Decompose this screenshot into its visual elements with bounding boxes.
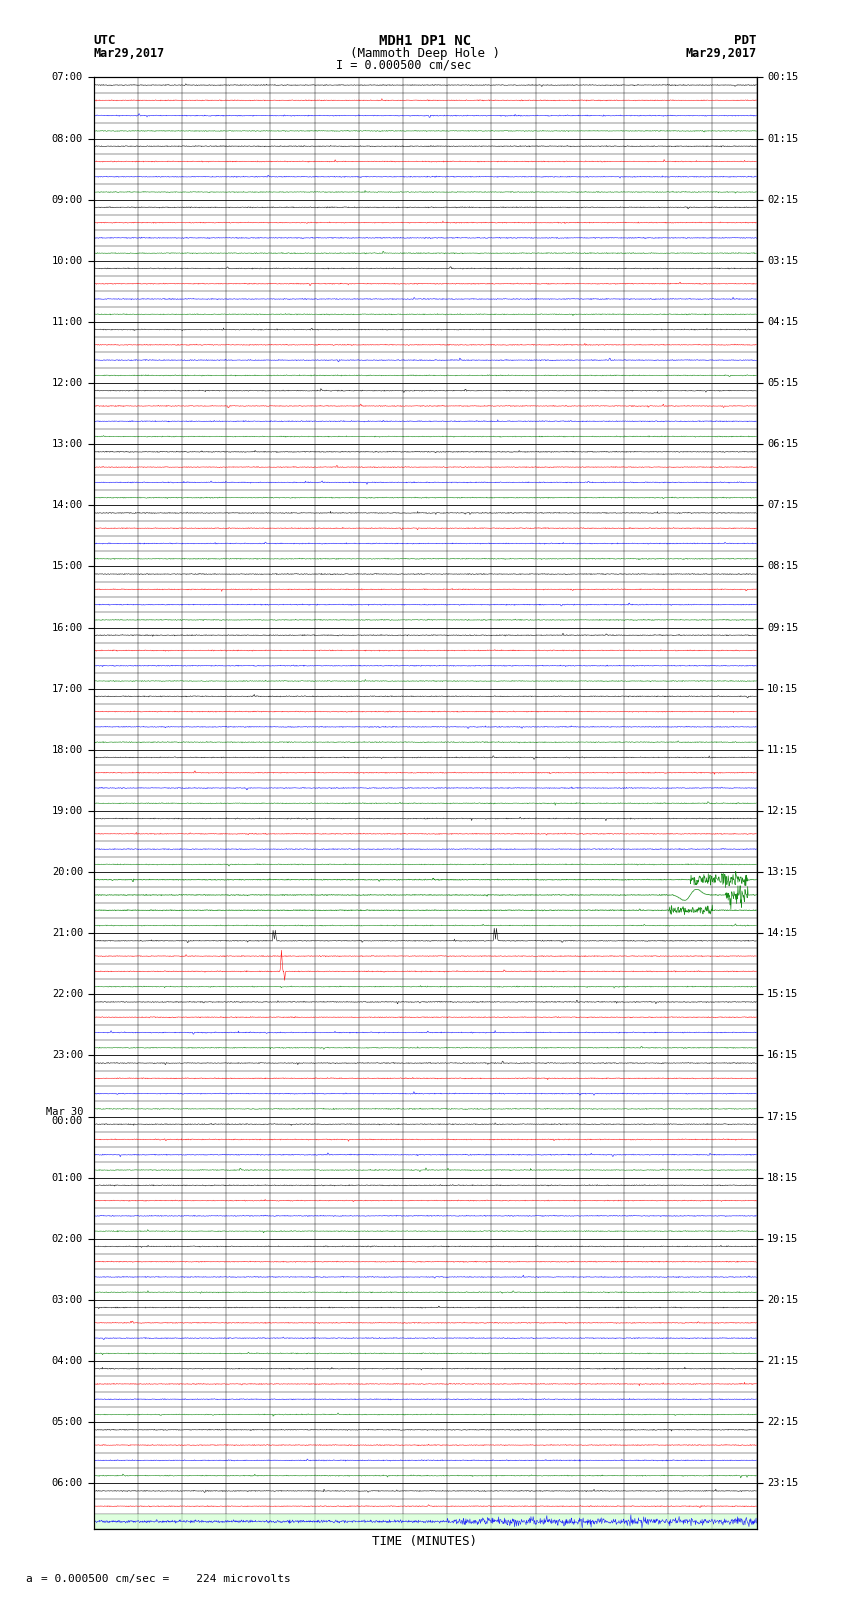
- Text: = 0.000500 cm/sec =    224 microvolts: = 0.000500 cm/sec = 224 microvolts: [41, 1574, 291, 1584]
- Text: I = 0.000500 cm/sec: I = 0.000500 cm/sec: [336, 58, 472, 71]
- Bar: [94, 1515, 756, 1529]
- Text: Mar29,2017: Mar29,2017: [685, 47, 756, 60]
- Text: PDT: PDT: [734, 34, 756, 47]
- Text: Mar29,2017: Mar29,2017: [94, 47, 165, 60]
- Text: MDH1 DP1 NC: MDH1 DP1 NC: [379, 34, 471, 48]
- Text: (Mammoth Deep Hole ): (Mammoth Deep Hole ): [350, 47, 500, 60]
- Text: UTC: UTC: [94, 34, 116, 47]
- X-axis label: TIME (MINUTES): TIME (MINUTES): [372, 1534, 478, 1548]
- Text: a: a: [26, 1574, 32, 1584]
